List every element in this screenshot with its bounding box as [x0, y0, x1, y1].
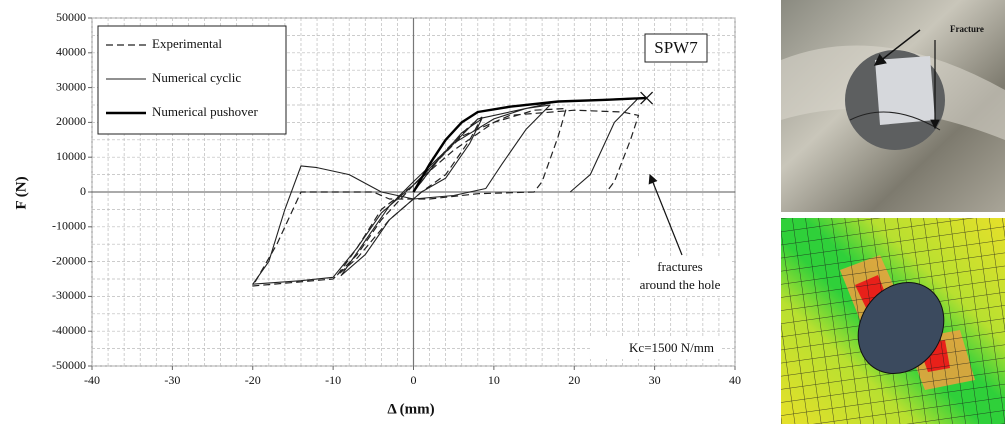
x-tick-label: -40	[84, 373, 100, 387]
y-tick-label: -10000	[52, 219, 86, 233]
annotation: fractures	[657, 259, 702, 274]
y-tick-label: -30000	[52, 288, 86, 302]
photo: Fracture	[781, 0, 1005, 212]
y-axis-label: F (N)	[13, 176, 29, 209]
x-tick-label: 30	[649, 373, 661, 387]
series-line	[252, 97, 640, 285]
photo-label: Fracture	[950, 24, 984, 34]
annotation-bg	[630, 258, 730, 296]
legend-label: Numerical cyclic	[152, 70, 241, 85]
series-line	[412, 96, 647, 193]
x-axis-label: Δ (mm)	[387, 401, 434, 417]
y-tick-label: 0	[80, 184, 86, 198]
annotation-arrow	[648, 173, 683, 256]
y-tick-label: -40000	[52, 323, 86, 337]
x-tick-label: 0	[411, 373, 417, 387]
box-frame	[644, 33, 708, 63]
note-bg	[590, 337, 720, 359]
x-tick-label: 40	[729, 373, 741, 387]
x-tick-label: -10	[325, 373, 341, 387]
y-tick-label: 30000	[56, 79, 86, 93]
y-tick-label: 10000	[56, 149, 86, 163]
plot	[252, 91, 654, 287]
y-tick-label: 20000	[56, 114, 86, 128]
legend-label: Experimental	[152, 36, 222, 51]
x-tick-label: 20	[568, 373, 580, 387]
y-tick-label: -20000	[52, 253, 86, 267]
box-label: SPW7	[654, 38, 698, 57]
legend-label: Numerical pushover	[152, 104, 258, 119]
fe-mesh	[781, 218, 1005, 424]
y-tick-label: 40000	[56, 45, 86, 59]
annotation: around the hole	[640, 277, 721, 292]
y-tick-label: -50000	[52, 358, 86, 372]
legend: Experimental Numerical cyclic Numerical pu…	[97, 25, 287, 135]
note: Kc=1500 N/mm	[629, 340, 714, 355]
x-tick-label: -30	[164, 373, 180, 387]
x-tick-label: -20	[245, 373, 261, 387]
x-tick-label: 10	[488, 373, 500, 387]
fracture-marker	[640, 91, 654, 105]
y-tick-label: 50000	[56, 10, 86, 24]
